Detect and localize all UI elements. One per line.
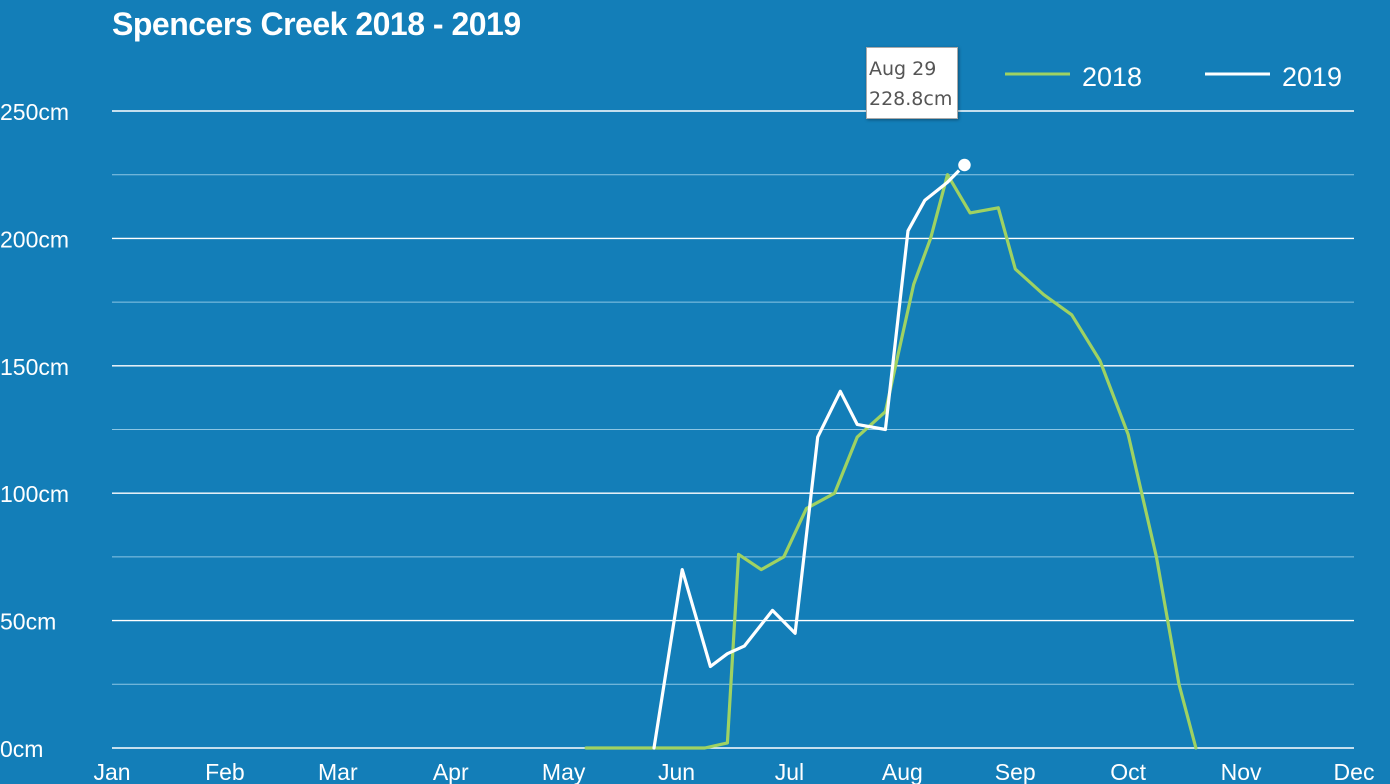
y-tick-label: 200cm [0, 226, 69, 252]
tooltip-date: Aug 29 [869, 58, 937, 80]
series-lines [584, 157, 1198, 750]
x-tick-label: Apr [433, 759, 469, 784]
x-tick-label: Aug [882, 759, 923, 784]
x-tick-label: Jun [658, 759, 695, 784]
y-tick-label: 250cm [0, 99, 69, 125]
highlight-point[interactable] [956, 157, 973, 173]
x-tick-label: Sep [995, 759, 1036, 784]
x-tick-label: Mar [318, 759, 358, 784]
y-tick-label: 150cm [0, 354, 69, 380]
x-axis-ticks: Jan Feb Mar Apr May Jun Jul Aug Sep Oct Nov Dec [93, 759, 1374, 784]
y-tick-label: 50cm [0, 609, 56, 635]
x-tick-label: Nov [1221, 759, 1262, 784]
series-line-2019[interactable] [652, 163, 967, 750]
series-line-2018[interactable] [584, 173, 1198, 750]
chart-title: Spencers Creek 2018 - 2019 [112, 6, 521, 42]
x-tick-label: Oct [1110, 759, 1146, 784]
y-tick-label: 0cm [0, 736, 43, 762]
y-tick-label: 100cm [0, 481, 69, 507]
grid-lines [112, 110, 1354, 749]
tooltip-value: 228.8cm [869, 88, 953, 110]
x-tick-label: Dec [1334, 759, 1375, 784]
x-tick-label: May [542, 759, 586, 784]
legend-label-2018[interactable]: 2018 [1082, 62, 1142, 92]
x-tick-label: Feb [205, 759, 245, 784]
y-axis-ticks: 250cm 200cm 150cm 100cm 50cm 0cm [0, 99, 69, 762]
x-tick-label: Jul [775, 759, 804, 784]
legend[interactable]: 2018 2019 [1005, 62, 1342, 92]
legend-label-2019[interactable]: 2019 [1282, 62, 1342, 92]
x-tick-label: Jan [93, 759, 130, 784]
data-tooltip: Aug 29 228.8cm [866, 47, 958, 119]
